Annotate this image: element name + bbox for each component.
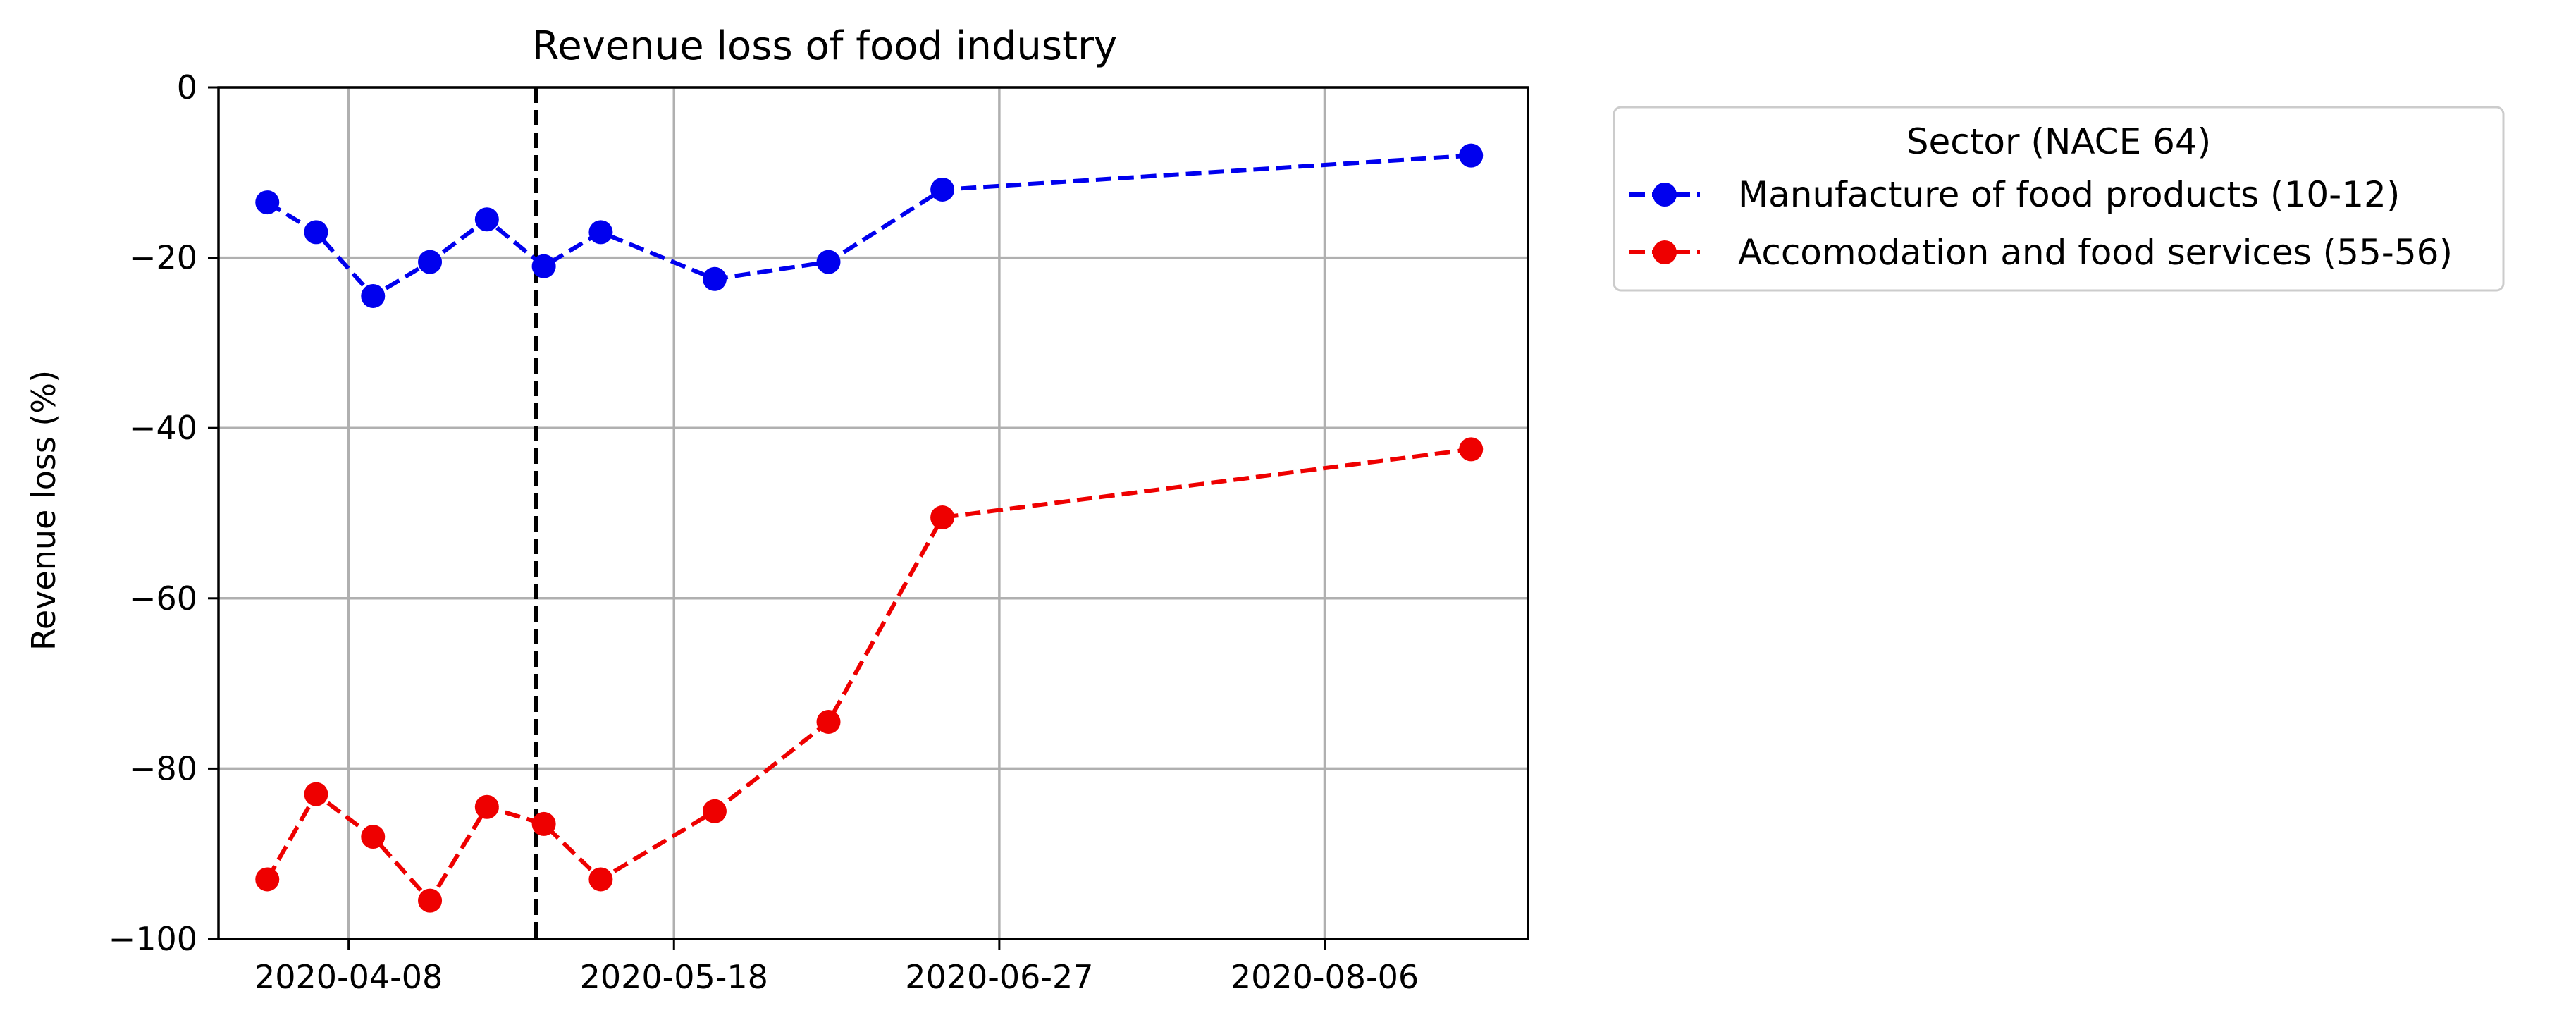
data-point bbox=[304, 782, 328, 806]
plot-area: 2020-04-08 2020-05-18 2020-06-27 2020-08-06… bbox=[109, 68, 1529, 996]
data-point bbox=[474, 207, 499, 232]
data-point bbox=[418, 888, 443, 913]
legend-box bbox=[1613, 106, 2505, 292]
legend-label-1: Accomodation and food services (55-56) bbox=[1738, 232, 2453, 273]
data-point bbox=[816, 709, 841, 734]
y-tick-label: 0 bbox=[177, 68, 197, 106]
x-tick-label: 2020-05-18 bbox=[580, 958, 768, 996]
data-point bbox=[361, 825, 386, 849]
y-tick-label: −100 bbox=[109, 920, 197, 958]
legend-title: Sector (NACE 64) bbox=[1906, 121, 2211, 162]
data-point bbox=[255, 867, 280, 892]
legend-marker-0 bbox=[1653, 183, 1677, 207]
data-point bbox=[816, 250, 841, 274]
data-point bbox=[1459, 143, 1484, 168]
y-tick-label: −40 bbox=[129, 409, 197, 447]
data-point bbox=[588, 220, 613, 245]
data-point bbox=[531, 811, 556, 836]
data-point bbox=[361, 283, 386, 308]
data-point bbox=[702, 799, 727, 823]
series-line-1 bbox=[265, 447, 1472, 904]
data-point bbox=[930, 505, 955, 530]
chart-title: Revenue loss of food industry bbox=[532, 23, 1117, 69]
data-point bbox=[418, 250, 443, 274]
x-tick-label: 2020-06-27 bbox=[905, 958, 1093, 996]
legend: Sector (NACE 64) Manufacture of food prod… bbox=[1613, 106, 2505, 292]
y-axis-label: Revenue loss (%) bbox=[25, 370, 63, 651]
legend-marker-1 bbox=[1653, 240, 1677, 264]
data-point bbox=[474, 794, 499, 819]
y-tick-label: −20 bbox=[129, 239, 197, 277]
data-point bbox=[702, 266, 727, 291]
data-point bbox=[1459, 437, 1484, 462]
series-line-0 bbox=[266, 153, 1472, 299]
data-point bbox=[531, 254, 556, 278]
x-tick-label: 2020-04-08 bbox=[254, 958, 443, 996]
data-point bbox=[588, 867, 613, 892]
x-tick-label: 2020-08-06 bbox=[1231, 958, 1419, 996]
data-point bbox=[255, 190, 280, 215]
y-tick-label: −60 bbox=[129, 579, 197, 618]
data-point bbox=[930, 177, 955, 202]
legend-label-0: Manufacture of food products (10-12) bbox=[1738, 174, 2400, 215]
data-point bbox=[304, 220, 328, 245]
plot-frame bbox=[217, 86, 1529, 940]
y-tick-label: −80 bbox=[129, 749, 197, 787]
